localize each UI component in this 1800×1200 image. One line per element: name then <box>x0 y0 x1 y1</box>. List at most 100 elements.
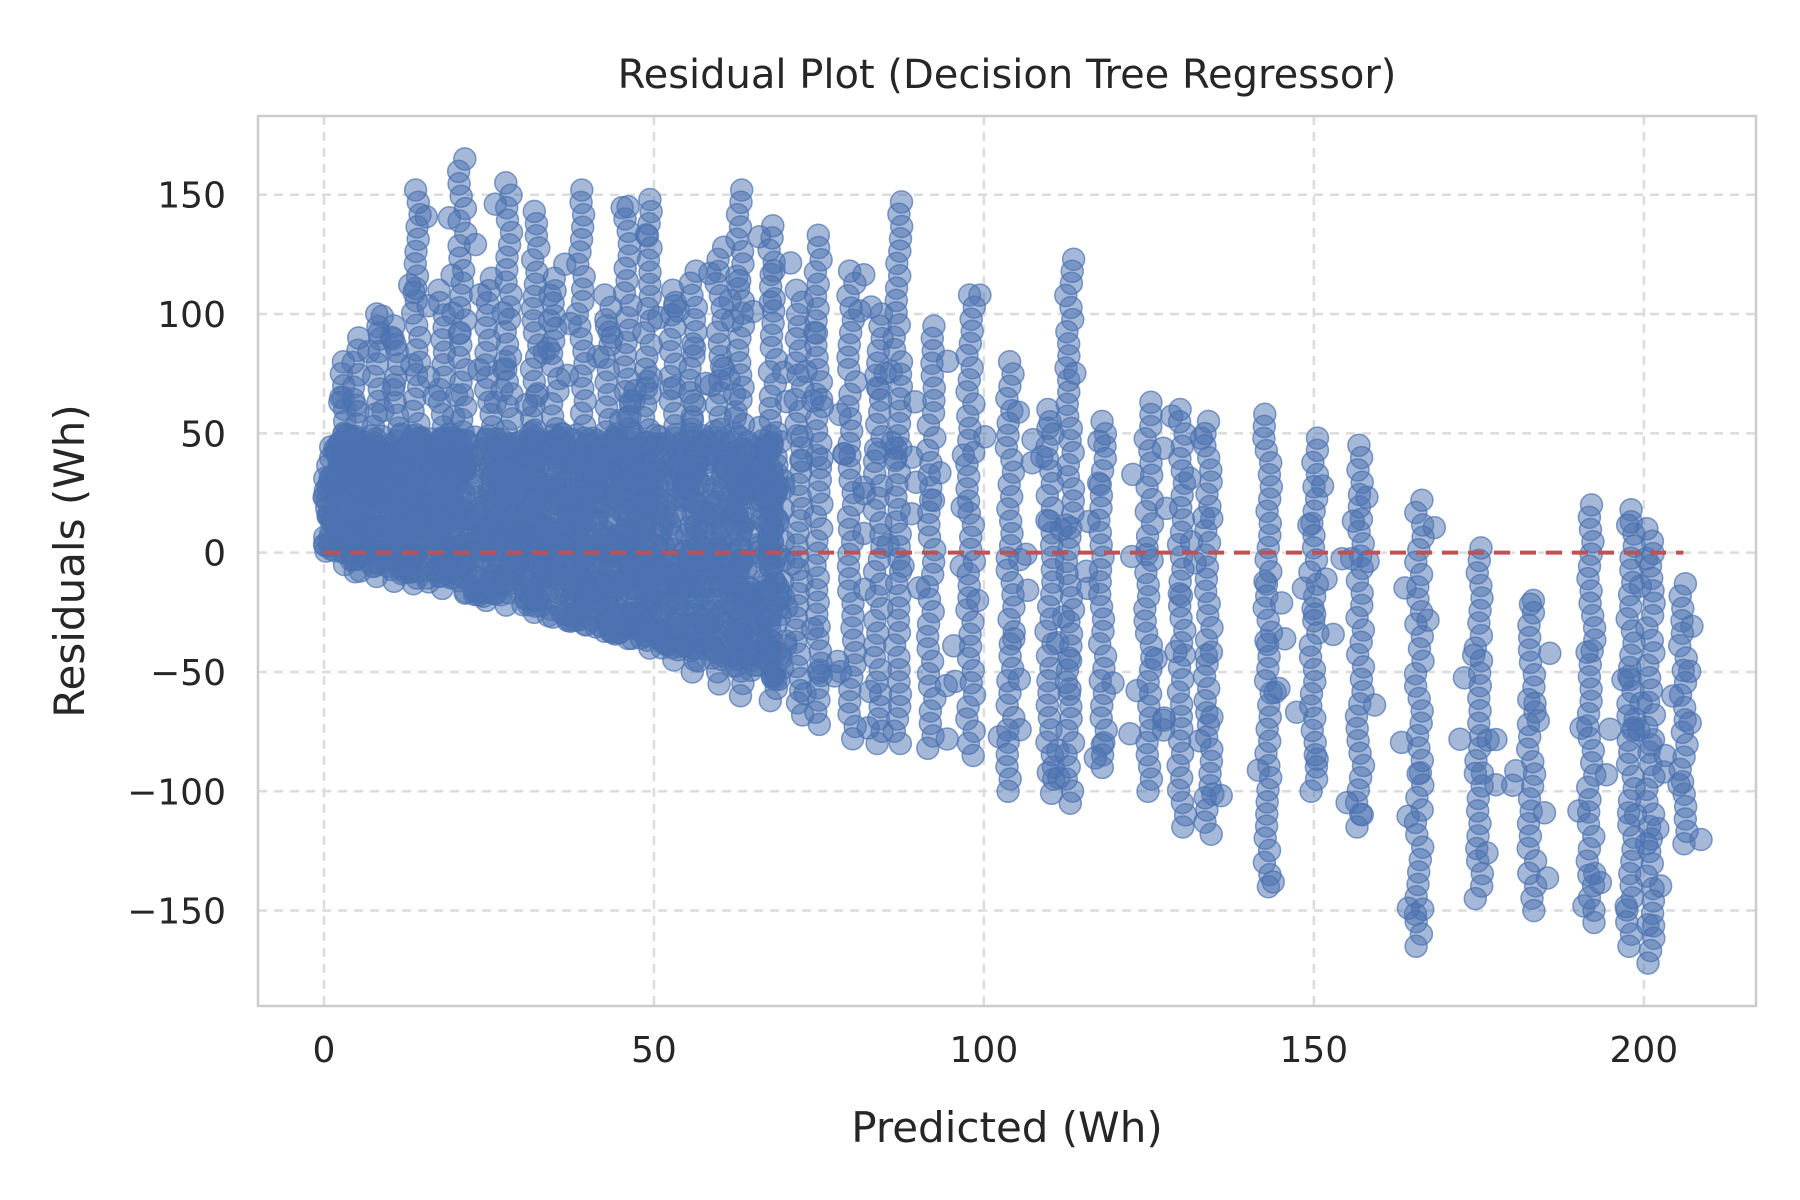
data-point <box>851 475 876 499</box>
data-point <box>437 537 461 562</box>
data-point <box>828 659 853 684</box>
data-point <box>1272 627 1297 651</box>
data-point <box>928 461 952 485</box>
data-point <box>483 192 508 216</box>
data-point <box>1475 841 1499 865</box>
data-point <box>483 390 508 415</box>
data-point <box>638 187 662 212</box>
data-point <box>1535 866 1560 890</box>
data-point <box>1263 680 1287 705</box>
data-point <box>720 308 745 333</box>
data-point <box>441 405 466 429</box>
data-point <box>1087 429 1111 453</box>
data-point <box>1002 627 1026 651</box>
data-point <box>397 273 422 297</box>
data-point <box>416 294 440 318</box>
data-point <box>405 566 429 590</box>
data-point <box>703 419 727 443</box>
data-point <box>941 634 966 658</box>
data-point <box>1572 894 1596 918</box>
data-point <box>1291 576 1316 601</box>
data-point <box>1448 727 1472 751</box>
data-point <box>922 314 946 338</box>
data-point <box>856 716 880 740</box>
data-point <box>1192 505 1216 530</box>
data-point <box>488 500 512 525</box>
data-point <box>800 617 825 641</box>
data-point <box>1200 705 1224 729</box>
data-point <box>723 406 747 430</box>
data-point <box>951 443 976 467</box>
data-point <box>1139 390 1163 415</box>
data-point <box>891 554 915 578</box>
data-point <box>420 502 444 527</box>
data-point <box>810 447 834 471</box>
y-tick-label: 0 <box>203 534 226 575</box>
data-point <box>1209 783 1233 808</box>
data-point <box>1627 718 1651 743</box>
data-point <box>359 464 384 489</box>
data-point <box>357 339 381 364</box>
data-point <box>1160 404 1184 428</box>
data-point <box>950 495 974 519</box>
data-point <box>852 577 877 602</box>
data-point <box>1007 667 1032 691</box>
data-point <box>666 299 691 323</box>
data-point <box>900 445 924 469</box>
data-point <box>1579 493 1604 517</box>
x-tick-label: 150 <box>1279 1030 1348 1071</box>
data-point <box>726 627 750 651</box>
data-point <box>499 549 523 574</box>
data-point <box>440 263 464 287</box>
data-point <box>1347 433 1371 458</box>
data-point <box>1302 602 1327 626</box>
data-point <box>437 206 462 230</box>
data-point <box>732 465 756 489</box>
data-point <box>526 481 551 506</box>
data-point <box>1061 247 1086 271</box>
data-point <box>439 466 464 490</box>
data-point <box>1461 643 1486 667</box>
data-point <box>1416 608 1440 632</box>
data-point <box>729 178 754 202</box>
data-point <box>1689 827 1713 852</box>
data-point <box>973 425 997 449</box>
data-point <box>1015 578 1040 603</box>
data-point <box>1661 684 1685 708</box>
data-point <box>1653 743 1677 768</box>
data-point <box>1648 874 1673 898</box>
data-point <box>866 377 891 401</box>
data-point <box>1088 472 1113 497</box>
data-point <box>747 225 772 249</box>
data-point <box>1045 738 1070 763</box>
data-point <box>647 305 671 330</box>
data-point <box>592 283 617 307</box>
x-tick-label: 100 <box>950 1030 1019 1071</box>
data-point <box>758 290 783 314</box>
data-point <box>1518 592 1543 616</box>
data-point <box>467 358 491 382</box>
x-axis-label: Predicted (Wh) <box>851 1103 1162 1152</box>
data-point <box>1580 639 1604 663</box>
data-point <box>1504 759 1528 783</box>
data-point <box>1261 870 1285 894</box>
data-point <box>581 457 605 482</box>
data-point <box>1532 801 1557 825</box>
data-point <box>780 552 804 576</box>
data-point <box>876 533 900 557</box>
data-point <box>1151 436 1176 460</box>
data-point <box>1393 576 1417 600</box>
data-point <box>610 195 634 220</box>
data-point <box>1476 728 1500 752</box>
data-point <box>1314 567 1338 591</box>
data-point <box>774 389 799 414</box>
data-point <box>935 727 959 751</box>
data-point <box>1667 772 1691 797</box>
data-point <box>600 325 624 349</box>
x-tick-label: 50 <box>631 1030 677 1071</box>
data-point <box>313 466 337 491</box>
data-point <box>686 649 711 673</box>
data-point <box>1284 700 1309 724</box>
data-point <box>532 340 557 365</box>
